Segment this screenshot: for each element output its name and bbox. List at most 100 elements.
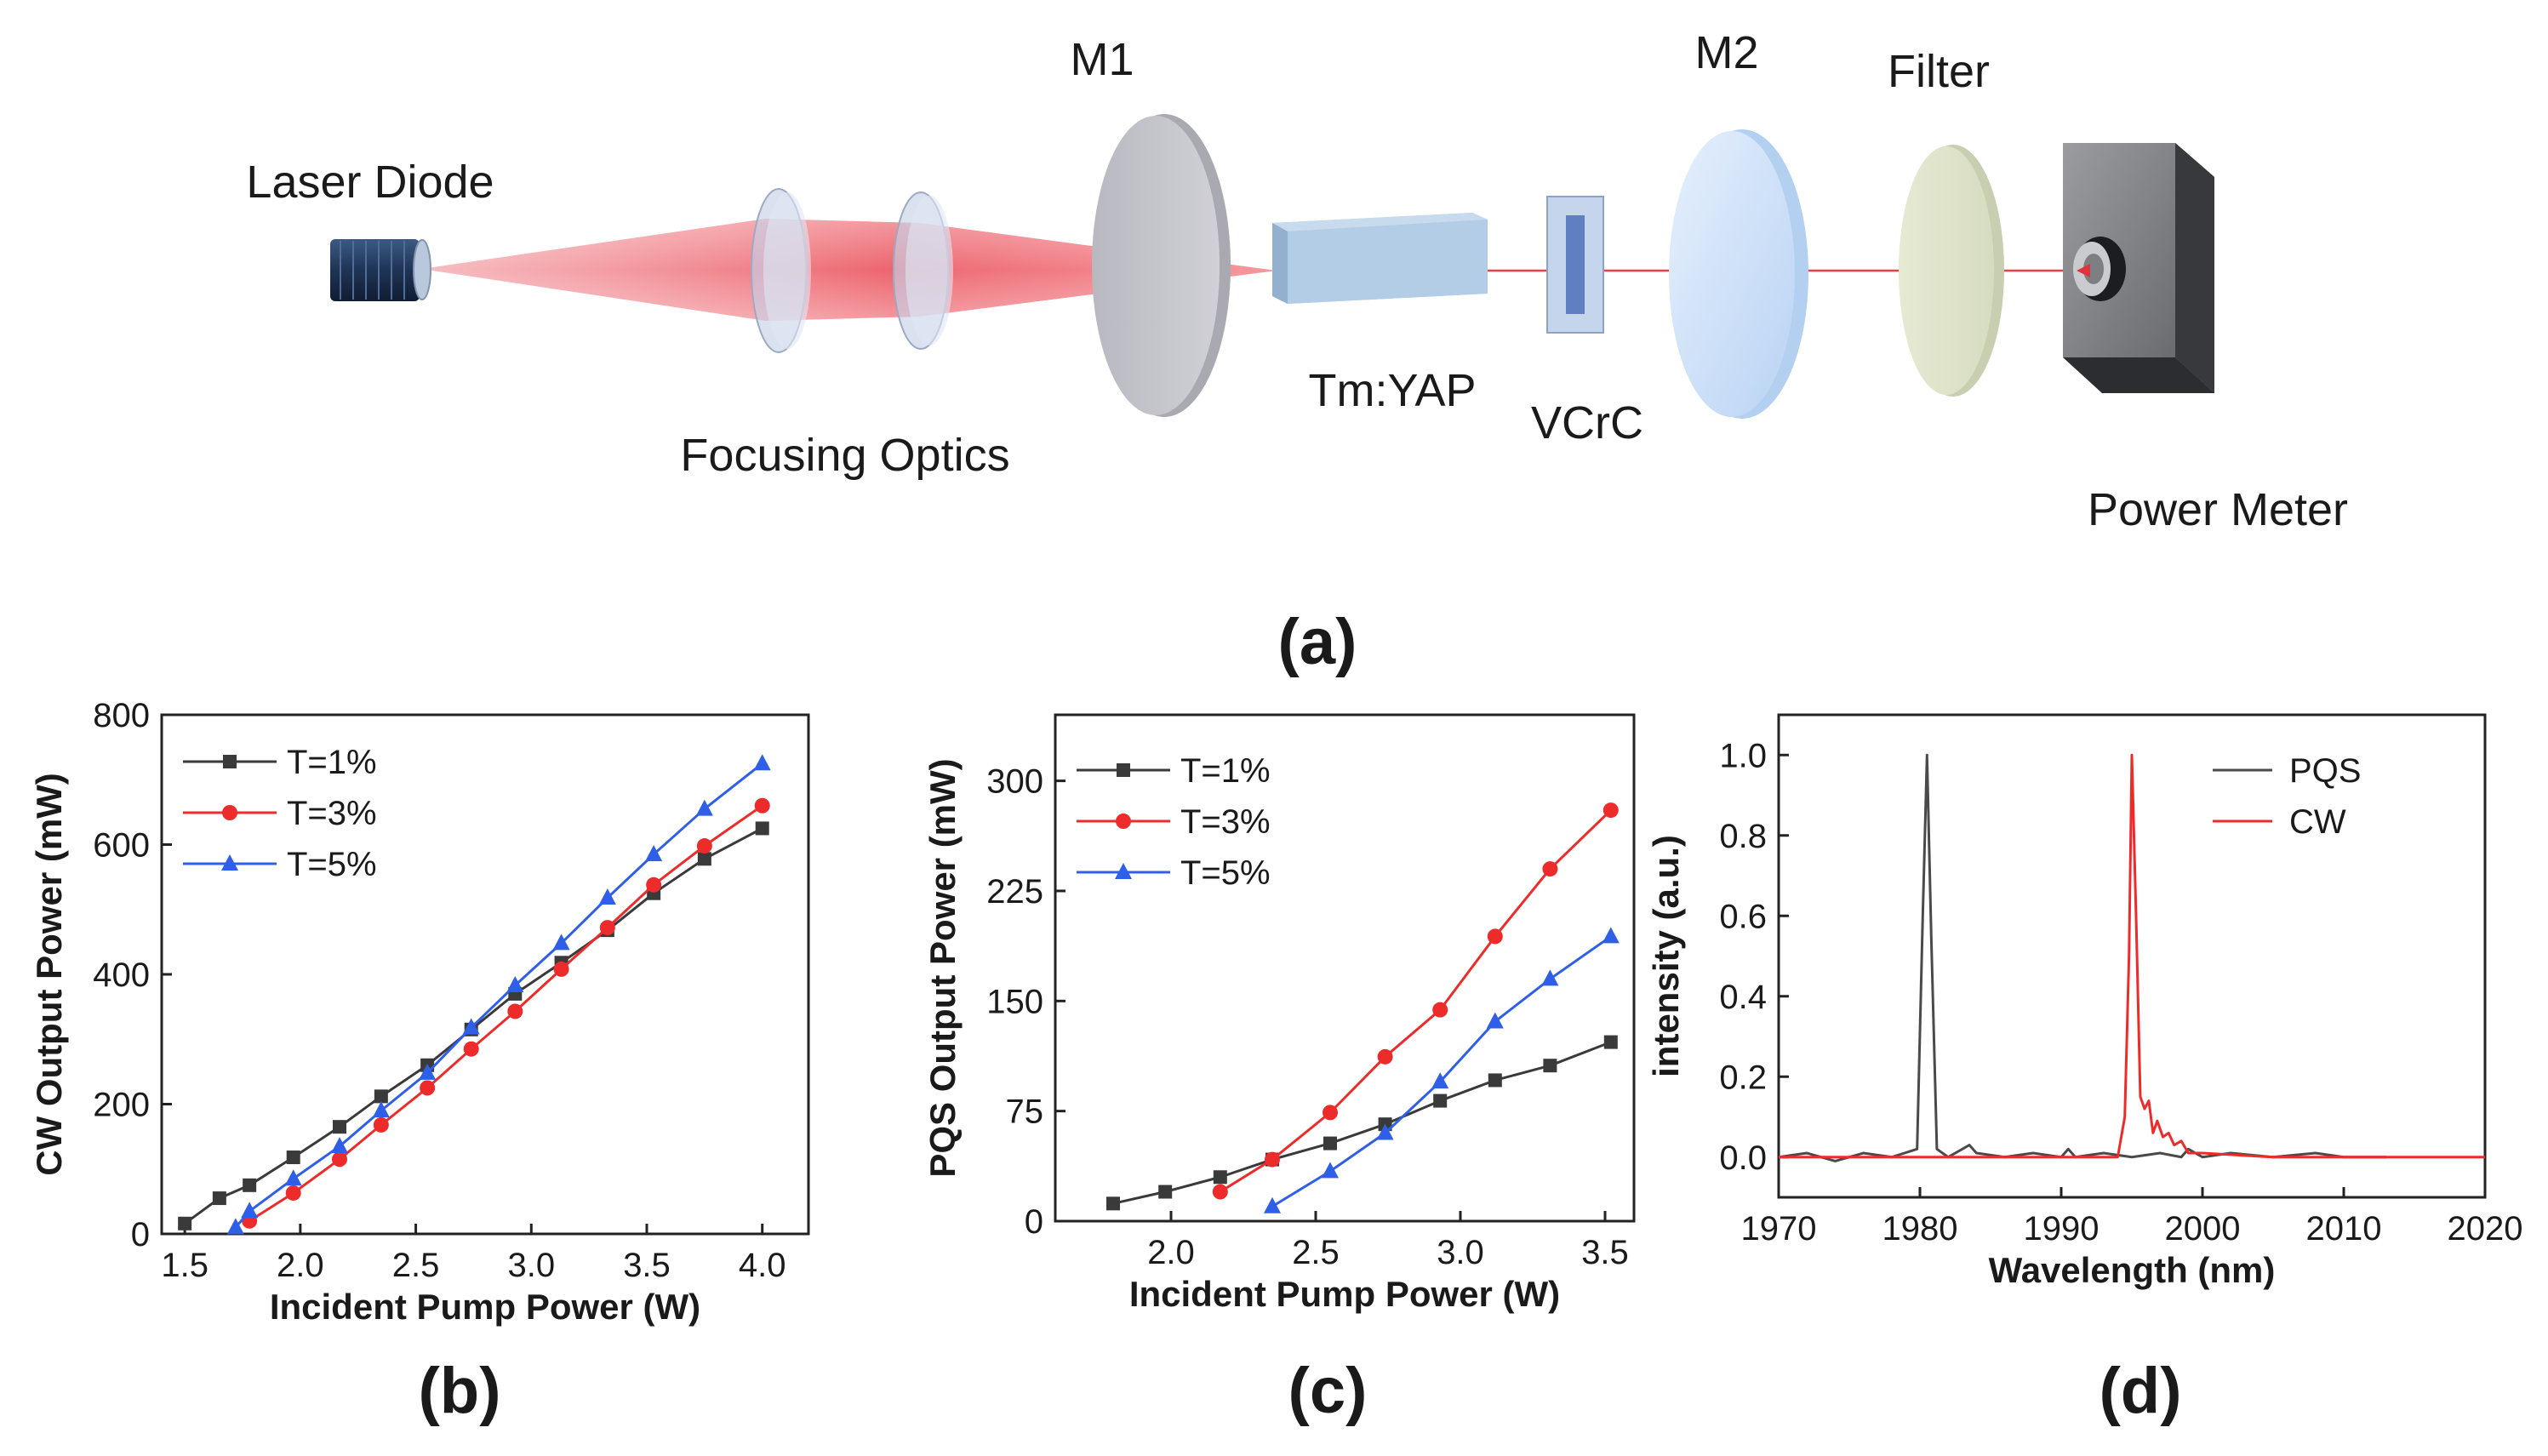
data-point	[1542, 861, 1558, 877]
data-point	[284, 1169, 302, 1186]
y-tick-label: 0.2	[1719, 1059, 1767, 1096]
data-point	[1377, 1048, 1393, 1065]
y-tick-label: 150	[986, 983, 1043, 1020]
label-vcrc: VCrC	[1531, 397, 1643, 448]
plot-frame	[1054, 713, 1636, 1223]
x-tick-label: 2.0	[1147, 1234, 1195, 1271]
data-point	[419, 1063, 437, 1080]
caption-d: (d)	[2099, 1355, 2181, 1427]
y-tick-label: 75	[1006, 1093, 1044, 1131]
data-point	[1264, 1196, 1281, 1213]
data-point	[1543, 1059, 1557, 1073]
legend-label: T=1%	[287, 744, 377, 781]
focusing-lens-1	[751, 188, 811, 353]
data-point	[1432, 1002, 1448, 1018]
data-point	[1212, 1184, 1228, 1200]
data-point	[1323, 1136, 1337, 1151]
filter	[1899, 145, 2004, 397]
data-point	[1488, 1073, 1502, 1088]
x-tick-label: 2.5	[1292, 1234, 1340, 1271]
data-point	[754, 797, 770, 814]
series-line-t3	[1220, 809, 1612, 1193]
label-laser-diode: Laser Diode	[246, 157, 494, 208]
series-line-pqs	[1778, 753, 2386, 1162]
series-line-t5	[1271, 935, 1612, 1208]
x-tick-label: 2000	[2165, 1210, 2241, 1248]
y-axis-label: PQS Output Power (mW)	[923, 758, 963, 1177]
laser-diode	[330, 239, 431, 301]
x-tick-label: 1.5	[161, 1247, 209, 1284]
data-point	[241, 1202, 259, 1219]
chart-c: 2.0 2.5 3.0 3.5 0 75 150 225 300 Incident Pump Po…	[923, 713, 1636, 1427]
y-tick-label: 400	[93, 956, 150, 994]
legend-label: CW	[2289, 803, 2346, 841]
setup-diagram: Laser Diode Focusing Optics M1 Tm:YAP VC…	[246, 27, 2348, 678]
x-axis-label: Wavelength (nm)	[1989, 1250, 2276, 1290]
data-point	[753, 754, 771, 771]
data-point	[226, 1218, 244, 1235]
data-point	[463, 1041, 479, 1057]
x-tick-label: 2010	[2306, 1210, 2382, 1248]
data-point	[462, 1018, 480, 1035]
legend-label: T=3%	[1180, 803, 1271, 841]
legend-marker	[222, 805, 237, 820]
x-tick-label: 3.0	[1437, 1234, 1484, 1271]
data-point	[506, 975, 524, 992]
data-point	[1602, 802, 1619, 819]
data-point	[696, 838, 712, 854]
data-point	[332, 1151, 347, 1168]
x-tick-label: 2020	[2448, 1210, 2523, 1248]
data-point	[178, 1216, 192, 1230]
data-point	[1323, 1105, 1338, 1121]
y-tick-label: 600	[93, 827, 150, 865]
x-tick-label: 2.0	[277, 1247, 324, 1284]
data-point	[243, 1178, 257, 1192]
caption-c: (c)	[1288, 1355, 1368, 1427]
data-point	[285, 1185, 301, 1201]
data-point	[420, 1080, 436, 1096]
data-point	[553, 961, 569, 977]
legend-marker	[1115, 863, 1132, 879]
caption-a: (a)	[1278, 606, 1357, 678]
x-tick-label: 1990	[2024, 1210, 2100, 1248]
legend-marker	[223, 755, 237, 768]
label-tm-yap: Tm:YAP	[1308, 365, 1476, 416]
caption-b: (b)	[418, 1355, 500, 1427]
mirror-m2	[1669, 129, 1808, 419]
x-axis-label: Incident Pump Power (W)	[270, 1287, 700, 1327]
legend-marker	[1116, 814, 1131, 829]
legend-label: T=5%	[1180, 854, 1271, 892]
series-line-t1	[1112, 1041, 1612, 1205]
chart-b: 1.5 2.0 2.5 3.0 3.5 4.0 0 200 400 600 800 Incident …	[29, 697, 810, 1427]
data-point	[507, 1003, 523, 1019]
series-line-t5	[234, 762, 763, 1229]
x-tick-label: 3.0	[507, 1247, 555, 1284]
label-m2: M2	[1694, 27, 1758, 78]
y-tick-label: 0.0	[1719, 1139, 1767, 1177]
data-point	[331, 1137, 348, 1154]
data-point	[1433, 1093, 1448, 1108]
plot-frame	[1777, 713, 2487, 1199]
y-tick-label: 200	[93, 1087, 150, 1124]
x-tick-label: 1970	[1741, 1210, 1817, 1248]
x-tick-label: 4.0	[739, 1247, 786, 1284]
series-line-cw	[1779, 753, 2485, 1159]
y-tick-label: 1.0	[1719, 737, 1767, 774]
label-power-meter: Power Meter	[2088, 484, 2348, 535]
y-tick-label: 0.8	[1719, 818, 1767, 855]
data-point	[373, 1116, 389, 1133]
mirror-m1	[1092, 114, 1231, 417]
chart-d: 1970 1980 1990 2000 2010 2020 0.0 0.2 0.4 0.6 0.8 1…	[1646, 713, 2523, 1427]
data-point	[286, 1151, 300, 1165]
vcrc-absorber	[1546, 196, 1604, 334]
legend-label: T=1%	[1180, 752, 1271, 790]
data-point	[599, 920, 615, 936]
data-point	[374, 1089, 388, 1104]
y-tick-label: 0.6	[1719, 898, 1767, 935]
data-point	[1486, 1012, 1504, 1029]
power-meter	[2063, 143, 2214, 393]
data-point	[645, 844, 663, 861]
data-point	[598, 888, 616, 905]
data-point	[333, 1120, 346, 1134]
